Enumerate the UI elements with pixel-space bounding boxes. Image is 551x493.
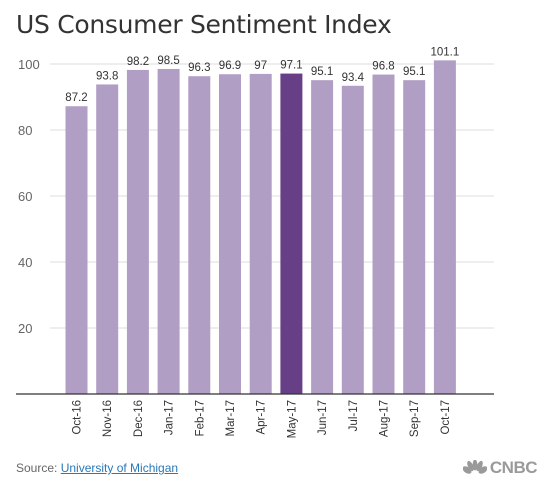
value-label: 98.2 xyxy=(127,56,149,68)
nbc-peacock-icon xyxy=(462,460,487,474)
value-label: 96.9 xyxy=(219,60,241,72)
value-label: 98.5 xyxy=(157,55,179,67)
bar-feb-17 xyxy=(188,76,211,395)
y-tick-label: 100 xyxy=(18,57,40,72)
bar-oct-17 xyxy=(433,60,456,395)
bar-oct-16 xyxy=(65,106,88,395)
value-labels: 87.2 93.8 98.2 98.5 96.3 96.9 97 97.1 95.1 93.4 96… xyxy=(65,46,459,104)
brand-name: CNBC xyxy=(489,458,538,477)
value-label: 95.1 xyxy=(311,66,333,78)
x-tick-label: Sep-17 xyxy=(409,400,421,437)
x-tick-label: Dec-16 xyxy=(133,400,145,437)
bar-nov-16 xyxy=(96,84,119,395)
bar-jul-17 xyxy=(341,85,364,394)
x-tick-label: Jun-17 xyxy=(317,400,329,435)
bar-aug-17 xyxy=(372,74,395,394)
value-label: 97 xyxy=(254,60,267,72)
x-tick-label: Apr-17 xyxy=(256,400,268,435)
value-label: 101.1 xyxy=(431,46,460,58)
bar-mar-17 xyxy=(219,74,241,394)
x-tick-label: Jul-17 xyxy=(348,400,360,431)
y-axis-ticks: 20 40 60 80 100 xyxy=(18,57,40,336)
x-tick-label: Feb-17 xyxy=(194,400,206,436)
bar-sep-17 xyxy=(403,80,426,395)
value-label: 93.4 xyxy=(342,72,365,84)
bars xyxy=(65,60,456,395)
cnbc-logo: CNBC xyxy=(462,458,538,478)
bar-chart: 20 40 60 80 100 87.2 93.8 98.2 98.5 96.3 96.9 97 97… xyxy=(16,46,494,438)
source-label: Source: xyxy=(16,461,58,475)
x-tick-label: Oct-16 xyxy=(72,400,84,435)
value-label: 96.3 xyxy=(188,62,210,74)
x-tick-label: Oct-17 xyxy=(440,400,452,435)
x-tick-label: May-17 xyxy=(286,400,298,438)
y-tick-label: 20 xyxy=(18,321,32,336)
bar-jun-17 xyxy=(311,80,334,395)
source-note: Source: University of Michigan xyxy=(16,461,178,475)
bar-may-17 xyxy=(280,73,303,394)
bar-apr-17 xyxy=(249,73,272,395)
value-label: 97.1 xyxy=(280,60,302,72)
value-label: 87.2 xyxy=(65,92,87,104)
bar-jan-17 xyxy=(157,68,180,394)
value-label: 93.8 xyxy=(96,70,118,82)
x-axis-labels: Oct-16 Nov-16 Dec-16 Jan-17 Feb-17 Mar-17 Apr-… xyxy=(72,400,452,438)
bar-dec-16 xyxy=(126,69,149,394)
x-tick-label: Jan-17 xyxy=(164,400,176,435)
y-tick-label: 60 xyxy=(18,189,32,204)
x-tick-label: Aug-17 xyxy=(379,400,391,437)
chart-title: US Consumer Sentiment Index xyxy=(16,10,392,39)
value-label: 95.1 xyxy=(403,66,425,78)
x-tick-label: Mar-17 xyxy=(225,400,237,436)
x-tick-label: Nov-16 xyxy=(102,400,114,437)
y-tick-label: 80 xyxy=(18,123,32,138)
source-link[interactable]: University of Michigan xyxy=(60,461,179,475)
y-tick-label: 40 xyxy=(18,255,32,270)
value-label: 96.8 xyxy=(372,61,394,73)
